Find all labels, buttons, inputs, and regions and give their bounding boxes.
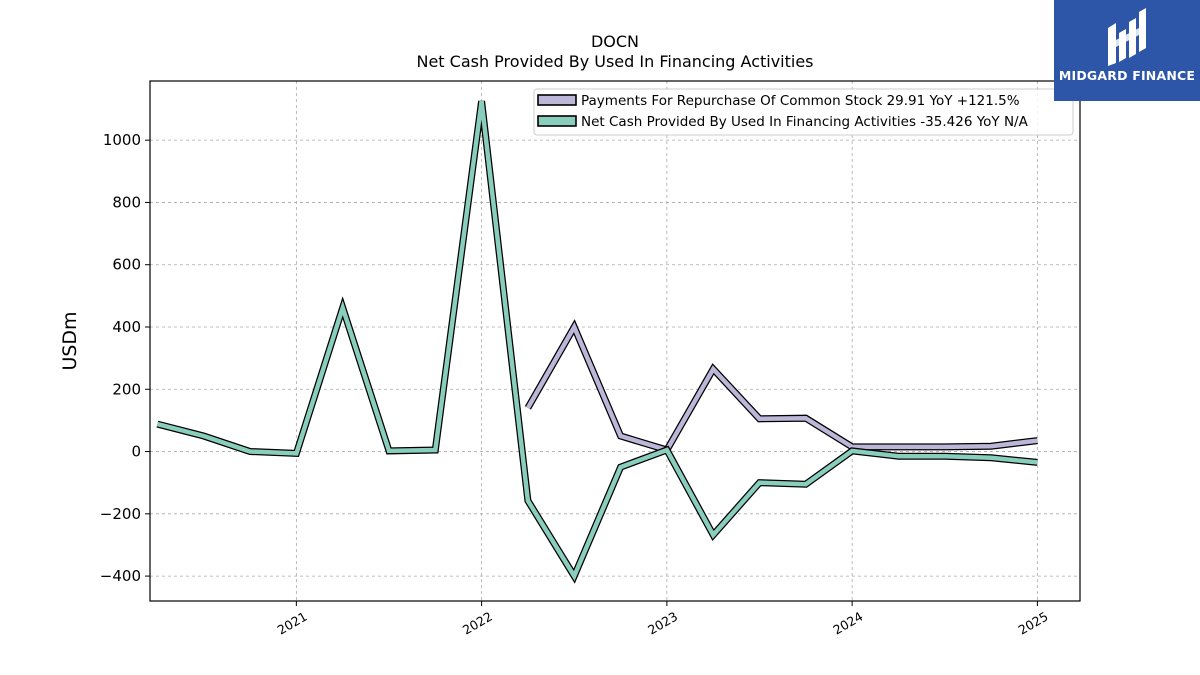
legend-swatch: [537, 94, 577, 106]
legend-label: Net Cash Provided By Used In Financing A…: [581, 114, 1029, 130]
legend-box: [533, 88, 1074, 136]
y-tick-label: 800: [112, 193, 141, 211]
midgard-logo-icon: [1108, 8, 1146, 66]
chart-subtitle: Net Cash Provided By Used In Financing A…: [416, 52, 814, 71]
x-tick-label: 2024: [830, 609, 865, 638]
x-tick-label: 2022: [460, 609, 495, 638]
series-line-1: [525, 321, 1038, 453]
y-tick-label: −200: [100, 505, 141, 523]
y-axis: −400 −200 0 200 400 600 800 1000: [100, 131, 150, 585]
x-tick-label: 2023: [645, 609, 680, 638]
y-axis-label: USDm: [59, 311, 81, 370]
chart-title: DOCN: [590, 32, 640, 51]
legend-swatch: [537, 115, 577, 127]
x-axis: 2021 2022 2023 2024 2025: [275, 601, 1051, 638]
x-tick-label: 2025: [1016, 609, 1051, 638]
legend-label: Payments For Repurchase Of Common Stock …: [581, 93, 1020, 109]
y-tick-label: 600: [112, 256, 141, 274]
y-tick-label: 0: [131, 443, 141, 461]
brand-logo: MIDGARD FINANCE: [1054, 0, 1200, 101]
series-line-2: [156, 100, 1038, 581]
x-tick-label: 2021: [275, 609, 310, 638]
series-lines: [156, 100, 1038, 584]
y-tick-label: 1000: [103, 131, 141, 149]
plot-frame: [149, 80, 1081, 602]
series-line-outline: [524, 319, 1038, 455]
series-line-outline: [156, 100, 1038, 584]
grid-lines: [150, 81, 1080, 601]
y-tick-label: −400: [100, 567, 141, 585]
legend: Payments For Repurchase Of Common Stock …: [533, 88, 1074, 136]
brand-name: MIDGARD FINANCE: [1058, 68, 1196, 83]
y-tick-label: 400: [112, 318, 141, 336]
y-tick-label: 200: [112, 380, 141, 398]
